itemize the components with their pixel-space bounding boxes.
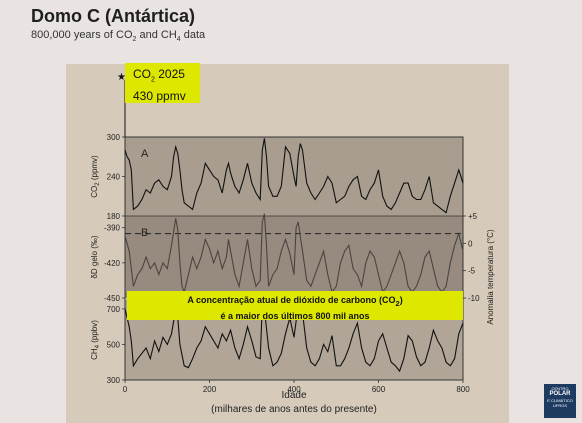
co2-callout-label: CO2 2025 bbox=[133, 66, 200, 88]
panel-b-background bbox=[125, 216, 463, 298]
series-line-A bbox=[124, 138, 464, 214]
x-tick-label: 200 bbox=[203, 385, 217, 394]
co2-2025-callout: CO2 2025 430 ppmv bbox=[125, 63, 200, 103]
y2-tick-label: 0 bbox=[468, 239, 473, 248]
page-subtitle: 800,000 years of CO2 and CH4 data bbox=[31, 29, 205, 43]
logo-line: POLAR bbox=[549, 391, 571, 397]
series-line-B bbox=[124, 213, 464, 294]
y2-tick-label: -5 bbox=[468, 267, 476, 276]
series-line-C bbox=[124, 303, 464, 373]
y2-axis-label: Anomalia temperatura (°C) bbox=[486, 229, 495, 325]
y-tick-label-A: 300 bbox=[107, 133, 121, 142]
x-tick-label: 600 bbox=[372, 385, 386, 394]
y-tick-label-A: 180 bbox=[107, 212, 121, 221]
subtitle-subscript: 4 bbox=[176, 36, 181, 44]
x-tick-label: 800 bbox=[456, 385, 470, 394]
x-tick-label: 0 bbox=[123, 385, 128, 394]
co2-callout-value: 430 ppmv bbox=[133, 89, 186, 104]
banner-text: ) bbox=[399, 295, 403, 305]
banner-subscript: 2 bbox=[395, 298, 400, 308]
y-tick-label-C: 500 bbox=[107, 340, 121, 349]
y-tick-label-B: -450 bbox=[104, 294, 121, 303]
co2-callout-year: 2025 bbox=[154, 67, 185, 81]
subtitle-part: and CH bbox=[136, 29, 177, 41]
y-axis-label-A: CO2 (ppmv) bbox=[90, 155, 101, 198]
logo-line: UFRGS bbox=[553, 403, 567, 408]
x-tick-label: 400 bbox=[287, 385, 301, 394]
y-tick-label-B: -420 bbox=[104, 259, 121, 268]
subtitle-subscript: 2 bbox=[132, 36, 137, 44]
y-axis-label-B: δD gelo (‰) bbox=[90, 235, 99, 278]
panel-letter-B: B bbox=[141, 227, 148, 239]
panel-letter-A: A bbox=[141, 148, 149, 160]
y-tick-label-C: 300 bbox=[107, 376, 121, 385]
page-title: Domo C (Antártica) bbox=[31, 6, 196, 26]
subtitle-part: data bbox=[180, 29, 206, 41]
y-tick-label-A: 240 bbox=[107, 173, 121, 182]
y2-tick-label: -10 bbox=[468, 294, 480, 303]
co2-message-banner: A concentração atual de dióxido de carbo… bbox=[127, 291, 463, 321]
subtitle-part: 800,000 years of CO bbox=[31, 29, 133, 41]
y-tick-label-B: -390 bbox=[104, 224, 121, 233]
co2-callout-text: CO bbox=[133, 67, 151, 81]
banner-line-1: A concentração atual de dióxido de carbo… bbox=[127, 294, 463, 310]
logo-line: CENTRO bbox=[551, 386, 569, 391]
co2-callout-subscript: 2 bbox=[151, 76, 155, 84]
logo-line: E CLIMÁTICO bbox=[547, 398, 573, 403]
y-tick-label-C: 700 bbox=[107, 305, 121, 314]
co2-2025-star-icon: ★ bbox=[117, 72, 126, 83]
centro-polar-logo: CENTRO POLAR E CLIMÁTICO UFRGS bbox=[544, 384, 576, 418]
x-axis-label: Idade bbox=[281, 390, 306, 401]
x-axis-sublabel: (milhares de anos antes do presente) bbox=[211, 404, 377, 415]
y2-tick-label: +5 bbox=[468, 212, 478, 221]
banner-text: A concentração atual de dióxido de carbo… bbox=[187, 295, 396, 305]
banner-line-2: é a maior dos últimos 800 mil anos bbox=[220, 310, 370, 321]
y-axis-label-C: CH4 (ppbv) bbox=[90, 320, 101, 360]
